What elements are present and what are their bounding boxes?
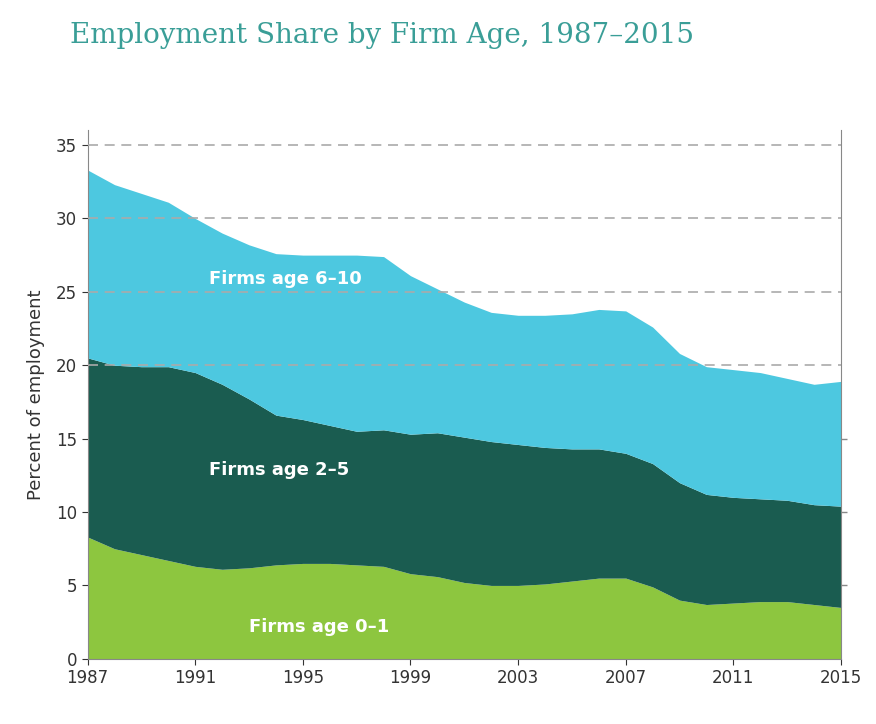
Text: Firms age 0–1: Firms age 0–1 — [249, 618, 389, 636]
Text: Firms age 2–5: Firms age 2–5 — [208, 461, 349, 479]
Y-axis label: Percent of employment: Percent of employment — [27, 290, 45, 500]
Text: Firms age 6–10: Firms age 6–10 — [208, 271, 362, 288]
Text: Employment Share by Firm Age, 1987–2015: Employment Share by Firm Age, 1987–2015 — [70, 22, 694, 49]
